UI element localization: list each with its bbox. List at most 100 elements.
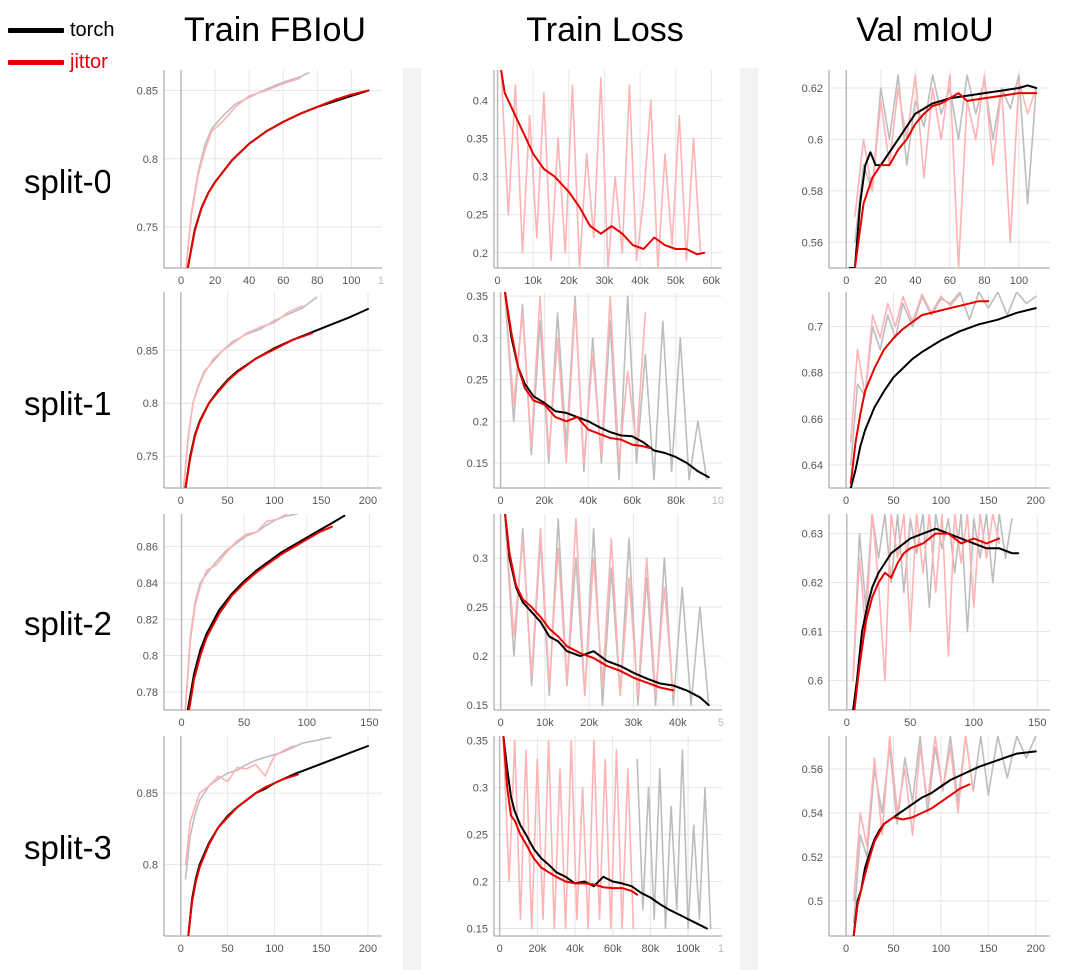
x-tick-label: 150: [1028, 717, 1046, 729]
x-tick-label: 20: [209, 275, 221, 287]
y-tick-label: 0.7: [808, 322, 823, 334]
chart-svg: 0.56 0.58 0.6 0.62 0 20 40 60 80 100: [802, 70, 1050, 287]
x-tick-label: 80: [311, 275, 323, 287]
series-line-jittor-raw: [184, 514, 288, 710]
y-tick-label: 0.6: [808, 134, 823, 146]
series-line-jittor-raw: [854, 74, 1037, 268]
series-line-torch: [852, 527, 1020, 710]
x-tick-label: 40k: [579, 495, 597, 507]
x-tick-label: 50: [887, 495, 899, 507]
x-tick-label: 200: [1027, 495, 1045, 507]
y-tick-label: 0.3: [473, 333, 488, 345]
series-line-jittor: [502, 736, 639, 896]
row-label-split-1: split-1: [23, 385, 113, 422]
series-line-torch-raw: [850, 292, 1037, 466]
x-tick-label: 150: [312, 495, 330, 507]
x-tick-label: 100: [965, 717, 983, 729]
series-line-torch: [849, 307, 1037, 488]
series-group: [184, 736, 369, 936]
y-tick-label: 0.86: [137, 542, 158, 554]
series-line-jittor: [504, 514, 675, 692]
legend-label-torch: torch: [70, 19, 115, 41]
x-tick-label: 0: [178, 495, 184, 507]
y-tick-label: 0.63: [802, 529, 823, 541]
chart-svg: 0.5 0.52 0.54 0.56 0 50 100 150 200: [802, 736, 1050, 955]
x-tick-label: 100k: [676, 943, 700, 955]
x-tick-label: 0: [843, 943, 849, 955]
y-tick-label: 0.64: [802, 460, 823, 472]
x-tick-label: 0: [843, 495, 849, 507]
series-line-jittor-raw: [184, 745, 294, 866]
series-line-jittor-raw: [500, 70, 702, 268]
x-tick-label: 50k: [667, 275, 685, 287]
series-line-torch-raw: [184, 736, 332, 880]
y-tick-label: 0.61: [802, 627, 823, 639]
series-line-jittor: [849, 300, 990, 485]
series-line-jittor-raw: [182, 305, 304, 488]
series-line-torch-raw: [636, 749, 712, 930]
x-tick-label: 200: [359, 943, 377, 955]
x-tick-label: 100: [265, 495, 283, 507]
series-line-jittor-raw: [185, 77, 302, 268]
y-tick-label: 0.35: [467, 291, 488, 303]
x-tick-label: 0: [498, 717, 504, 729]
chart-split-2-train-fbiou: 0.78 0.8 0.82 0.84 0.86 0 50 100 150: [110, 512, 392, 734]
gridlines: [164, 736, 382, 936]
x-tick-label: 60k: [604, 943, 622, 955]
x-tick-label: 60k: [623, 495, 641, 507]
x-tick-label: 10k: [536, 717, 554, 729]
x-tick-label: 60: [944, 275, 956, 287]
chart-svg: 0.6 0.61 0.62 0.63 0 50 100 150: [802, 514, 1050, 729]
legend-swatch-torch: [8, 28, 64, 33]
series-group: [849, 292, 1037, 488]
x-tick-label: 100: [342, 275, 360, 287]
x-tick-label: 5: [718, 717, 724, 729]
y-tick-label: 0.15: [467, 923, 488, 935]
y-tick-label: 0.85: [137, 788, 158, 800]
chart-split-1-train-fbiou: 0.75 0.8 0.85 0 50 100 150 200: [110, 290, 392, 512]
series-group: [852, 514, 1020, 710]
column-title-train-fbiou: Train FBIoU: [183, 11, 366, 49]
chart-split-3-train-loss: 0.15 0.2 0.25 0.3 0.35 0 20k 40k 60k 80k 100k 1: [440, 734, 732, 960]
y-tick-label: 0.35: [467, 134, 488, 146]
y-tick-label: 0.66: [802, 414, 823, 426]
x-tick-label: 50: [238, 717, 250, 729]
y-tick-label: 0.82: [137, 614, 158, 626]
chart-split-0-train-loss: 0.2 0.25 0.3 0.35 0.4 0 10k 20k 30k 40k 50k 60k: [440, 68, 732, 292]
gridlines: [164, 70, 382, 268]
x-tick-label: 40k: [631, 275, 649, 287]
chart-svg: 0.78 0.8 0.82 0.84 0.86 0 50 100 150: [137, 514, 382, 729]
x-tick-label: 0: [497, 943, 503, 955]
x-tick-label: 80k: [642, 943, 660, 955]
x-tick-label: 60: [277, 275, 289, 287]
y-tick-label: 0.54: [802, 808, 823, 820]
y-tick-label: 0.3: [473, 553, 488, 565]
series-group: [502, 736, 712, 930]
column-title-train-loss: Train Loss: [526, 11, 684, 49]
y-tick-label: 0.56: [802, 764, 823, 776]
series-line-torch-raw: [852, 514, 1013, 682]
y-tick-label: 0.75: [137, 451, 158, 463]
chart-split-0-train-fbiou: 0.75 0.8 0.85 0 20 40 60 80 100 1: [110, 68, 392, 292]
series-group: [848, 74, 1038, 268]
series-line-torch-raw: [182, 296, 318, 488]
y-tick-label: 0.78: [137, 687, 158, 699]
x-tick-label: 50: [221, 495, 233, 507]
series-line-torch: [848, 84, 1038, 268]
chart-svg: 0.15 0.2 0.25 0.3 0.35 0 20k 40k 60k 80k 10: [467, 291, 724, 507]
series-group: [184, 514, 346, 710]
series-line-jittor-raw: [504, 295, 647, 464]
x-tick-label: 40: [243, 275, 255, 287]
x-tick-label: 100: [1010, 275, 1028, 287]
y-tick-label: 0.25: [467, 602, 488, 614]
y-tick-label: 0.2: [473, 651, 488, 663]
chart-split-1-val-miou: 0.64 0.66 0.68 0.7 0 50 100 150 200: [775, 290, 1060, 512]
series-line-jittor-raw: [504, 518, 675, 697]
chart-split-0-val-miou: 0.56 0.58 0.6 0.62 0 20 40 60 80 100: [775, 68, 1060, 292]
x-tick-label: 60k: [702, 275, 720, 287]
series-line-jittor: [853, 92, 1038, 268]
chart-svg: 0.64 0.66 0.68 0.7 0 50 100 150 200: [802, 292, 1050, 507]
series-group: [182, 296, 369, 488]
chart-svg: 0.75 0.8 0.85 0 50 100 150 200: [137, 292, 382, 507]
